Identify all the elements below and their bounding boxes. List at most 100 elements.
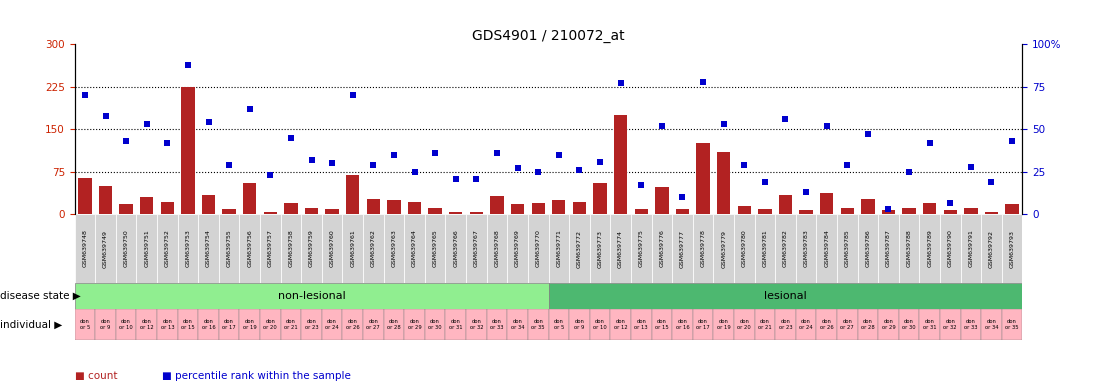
Bar	[99, 186, 112, 214]
Point	[591, 159, 609, 165]
Text: don
or 19: don or 19	[716, 319, 731, 329]
Bar	[160, 202, 174, 214]
Bar	[940, 309, 961, 340]
Text: don
or 16: don or 16	[676, 319, 689, 329]
Bar	[692, 214, 713, 283]
Bar	[302, 309, 321, 340]
Bar	[260, 214, 281, 283]
Bar	[487, 309, 507, 340]
Bar	[676, 209, 689, 214]
Text: don
or 5: don or 5	[554, 319, 564, 329]
Bar	[218, 214, 239, 283]
Bar	[940, 214, 961, 283]
Bar	[75, 283, 548, 309]
Bar	[466, 214, 487, 283]
Text: ■ count: ■ count	[75, 371, 117, 381]
Bar	[713, 214, 734, 283]
Bar	[816, 309, 837, 340]
Bar	[816, 214, 837, 283]
Text: don
or 20: don or 20	[263, 319, 278, 329]
Text: GSM639773: GSM639773	[598, 230, 602, 268]
Text: GSM639788: GSM639788	[906, 230, 912, 267]
Text: GSM639787: GSM639787	[886, 230, 891, 267]
Bar	[882, 210, 895, 214]
Point	[76, 92, 93, 98]
Bar	[445, 214, 466, 283]
Bar	[610, 309, 631, 340]
Text: GSM639760: GSM639760	[330, 230, 335, 267]
Bar	[898, 309, 919, 340]
Bar	[260, 309, 281, 340]
Text: don
or 31: don or 31	[923, 319, 937, 329]
Text: disease state ▶: disease state ▶	[0, 291, 81, 301]
Text: don
or 15: don or 15	[181, 319, 195, 329]
Bar	[321, 214, 342, 283]
Bar	[548, 283, 1022, 309]
Bar	[552, 200, 565, 214]
Bar	[405, 309, 425, 340]
Bar	[116, 309, 136, 340]
Point	[859, 131, 877, 137]
Bar	[779, 195, 792, 214]
Bar	[95, 309, 116, 340]
Text: GSM639755: GSM639755	[227, 230, 231, 267]
Text: GSM639750: GSM639750	[124, 230, 128, 267]
Bar	[157, 214, 178, 283]
Bar	[363, 309, 384, 340]
Bar	[140, 197, 154, 214]
Text: don
or 29: don or 29	[408, 319, 421, 329]
Text: GSM639776: GSM639776	[659, 230, 665, 267]
Bar	[199, 309, 218, 340]
Text: GSM639751: GSM639751	[144, 230, 149, 267]
Bar	[734, 309, 755, 340]
Text: lesional: lesional	[765, 291, 806, 301]
Text: GSM639774: GSM639774	[618, 230, 623, 268]
Text: don
or 24: don or 24	[326, 319, 339, 329]
Text: GSM639754: GSM639754	[206, 230, 211, 267]
Text: GSM639759: GSM639759	[309, 230, 314, 267]
Bar	[507, 214, 528, 283]
Bar	[387, 200, 400, 214]
Text: GSM639790: GSM639790	[948, 230, 953, 267]
Text: ■ percentile rank within the sample: ■ percentile rank within the sample	[162, 371, 351, 381]
Point	[179, 61, 196, 68]
Text: don
or 27: don or 27	[840, 319, 855, 329]
Bar	[919, 214, 940, 283]
Bar	[490, 196, 504, 214]
Bar	[363, 214, 384, 283]
Bar	[981, 214, 1002, 283]
Point	[97, 113, 114, 119]
Bar	[631, 214, 652, 283]
Text: individual ▶: individual ▶	[0, 319, 63, 329]
Text: GSM639780: GSM639780	[742, 230, 747, 267]
Bar	[1002, 214, 1022, 283]
Bar	[548, 214, 569, 283]
Bar	[507, 309, 528, 340]
Bar	[672, 309, 692, 340]
Bar	[964, 208, 977, 214]
Text: GSM639763: GSM639763	[392, 230, 396, 267]
Bar	[819, 193, 834, 214]
Text: don
or 33: don or 33	[964, 319, 977, 329]
Bar	[837, 214, 858, 283]
Point	[303, 157, 320, 163]
Point	[509, 166, 527, 172]
Text: GSM639761: GSM639761	[350, 230, 355, 267]
Bar	[858, 214, 879, 283]
Bar	[326, 209, 339, 214]
Text: GSM639771: GSM639771	[556, 230, 562, 267]
Text: GSM639766: GSM639766	[453, 230, 459, 267]
Bar	[961, 214, 981, 283]
Point	[364, 162, 382, 168]
Text: don
or 30: don or 30	[428, 319, 442, 329]
Bar	[218, 309, 239, 340]
Bar	[652, 309, 672, 340]
Text: GSM639779: GSM639779	[721, 230, 726, 268]
Point	[282, 135, 299, 141]
Text: GSM639782: GSM639782	[783, 230, 788, 267]
Bar	[487, 214, 507, 283]
Text: GSM639785: GSM639785	[845, 230, 850, 267]
Bar	[631, 309, 652, 340]
Text: GSM639792: GSM639792	[989, 230, 994, 268]
Point	[427, 150, 444, 156]
